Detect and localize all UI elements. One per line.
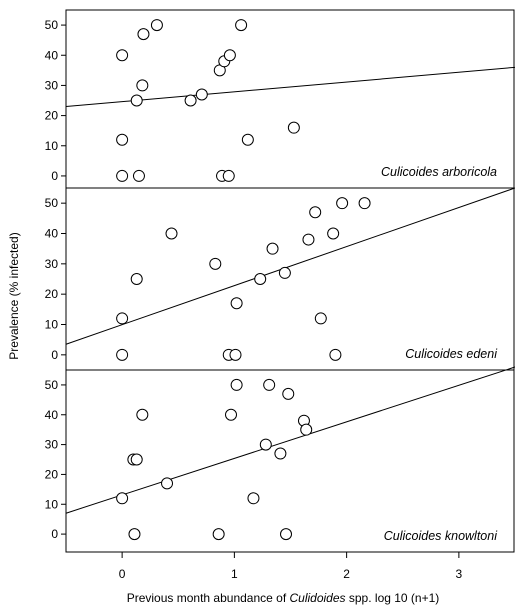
data-point: [116, 169, 129, 182]
data-point: [266, 242, 279, 255]
data-point: [137, 28, 150, 41]
y-tick-label: 30: [45, 438, 59, 452]
y-tick-label: 40: [45, 408, 59, 422]
data-point: [358, 197, 371, 210]
data-point: [302, 233, 315, 246]
data-point: [128, 528, 141, 541]
data-point: [274, 447, 287, 460]
panel-species-label: Culicoides edeni: [405, 347, 498, 361]
y-tick-label: 0: [51, 169, 58, 183]
data-point: [161, 477, 174, 490]
data-point: [116, 312, 129, 325]
data-point: [309, 206, 322, 219]
data-point: [222, 169, 235, 182]
x-axis-title-suffix: spp. log 10 (n+1): [346, 591, 440, 605]
x-axis-title-genus: Culidoides: [290, 591, 346, 605]
data-point: [230, 297, 243, 310]
data-point: [116, 133, 129, 146]
y-tick-label: 20: [45, 287, 59, 301]
x-axis-title: Previous month abundance of Culidoides s…: [127, 591, 440, 605]
data-point: [130, 94, 143, 107]
data-point: [209, 257, 222, 270]
y-tick-label: 0: [51, 348, 58, 362]
y-tick-label: 40: [45, 227, 59, 241]
data-point: [247, 492, 260, 505]
x-tick-label: 2: [343, 567, 350, 581]
data-point: [116, 49, 129, 62]
panel-species-label: Culicoides arboricola: [381, 165, 497, 179]
data-point: [327, 227, 340, 240]
y-tick-label: 10: [45, 497, 59, 511]
data-point: [229, 348, 242, 361]
y-tick-label: 50: [45, 378, 59, 392]
data-point: [136, 408, 149, 421]
data-point: [278, 266, 291, 279]
data-point: [223, 49, 236, 62]
x-tick-label: 0: [119, 567, 126, 581]
y-tick-label: 0: [51, 527, 58, 541]
data-point: [287, 121, 300, 134]
panel-frame: [65, 369, 515, 553]
data-point: [116, 492, 129, 505]
data-point: [241, 133, 254, 146]
panel-1: 0 10 20 30 40 50 Culicoides arboricola: [45, 9, 515, 189]
data-point: [130, 273, 143, 285]
y-tick-label: 10: [45, 318, 59, 332]
x-tick-label: 1: [231, 567, 238, 581]
y-tick-label: 50: [45, 18, 59, 32]
data-point: [116, 348, 129, 361]
y-axis-title: Prevalence (% infected): [7, 232, 21, 359]
regression-line: [65, 187, 515, 345]
y-tick-label: 50: [45, 196, 59, 210]
data-point: [235, 19, 248, 32]
data-point: [184, 94, 197, 107]
data-point: [254, 273, 267, 285]
x-tick-label: 3: [456, 567, 463, 581]
regression-line: [65, 366, 515, 514]
panel-species-label: Culicoides knowltoni: [384, 529, 498, 543]
data-point: [225, 408, 238, 421]
data-point: [230, 378, 243, 391]
panel-2: 0 10 20 30 40 50 Culicoides edeni: [45, 187, 515, 371]
data-point: [212, 528, 225, 541]
y-tick-label: 20: [45, 467, 59, 481]
y-tick-label: 30: [45, 78, 59, 92]
data-point: [130, 453, 143, 466]
y-tick-label: 20: [45, 109, 59, 123]
data-point: [280, 528, 293, 541]
data-point: [165, 227, 178, 240]
data-point: [195, 88, 208, 101]
data-point: [132, 169, 145, 182]
data-point: [259, 438, 272, 451]
y-tick-label: 30: [45, 257, 59, 271]
x-axis-title-prefix: Previous month abundance of: [127, 591, 290, 605]
y-tick-label: 10: [45, 139, 59, 153]
panel-3: 0 10 20 30 40 50 Culicoides knowltoni: [45, 366, 515, 553]
data-point: [150, 19, 163, 32]
data-point: [329, 348, 342, 361]
data-point: [263, 378, 276, 391]
data-point: [314, 312, 327, 325]
y-tick-label: 40: [45, 48, 59, 62]
data-point: [136, 79, 149, 92]
data-point: [300, 423, 313, 436]
data-point: [336, 197, 349, 210]
data-point: [282, 387, 295, 400]
